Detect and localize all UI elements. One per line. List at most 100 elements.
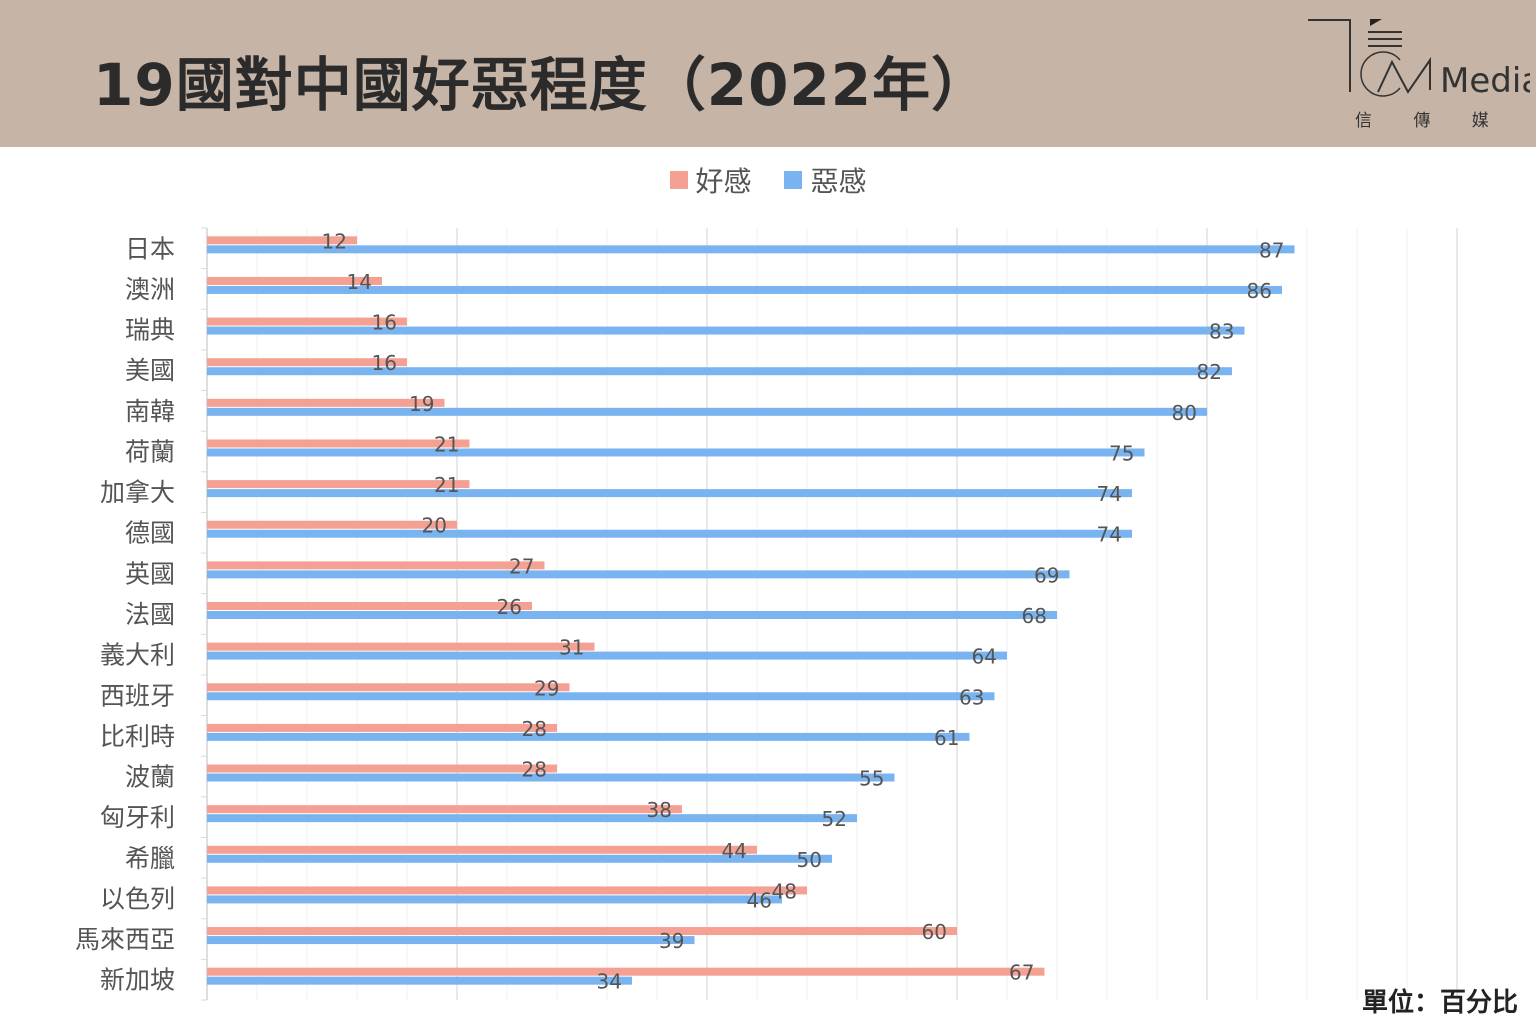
category-label: 德國 (125, 519, 175, 548)
data-label: 55 (859, 767, 884, 791)
category-label: 希臘 (125, 844, 175, 873)
unit-note: 單位：百分比 (1361, 988, 1518, 1018)
data-label: 16 (372, 311, 397, 335)
data-label: 34 (597, 970, 622, 994)
header-banner: 19國對中國好惡程度（2022年） Media 信 傳 媒 (0, 0, 1536, 147)
category-label: 匈牙利 (100, 803, 175, 832)
bar-bad (207, 326, 1245, 335)
category-label: 法國 (125, 600, 175, 629)
data-label: 39 (659, 929, 684, 953)
logo-text: Media (1440, 61, 1530, 101)
bar-bad (207, 773, 895, 782)
bar-good (207, 602, 532, 610)
data-label: 52 (822, 807, 847, 831)
bar-good (207, 967, 1045, 976)
category-label: 馬來西亞 (75, 925, 175, 954)
data-label: 44 (722, 839, 747, 863)
data-label: 64 (972, 645, 997, 669)
category-label: 新加坡 (100, 966, 175, 995)
bar-bad (207, 529, 1132, 538)
bar-bad (207, 936, 695, 945)
data-label: 28 (522, 717, 547, 741)
data-label: 68 (1022, 604, 1047, 628)
data-label: 38 (647, 798, 672, 822)
category-label: 以色列 (100, 884, 175, 913)
category-label: 英國 (125, 559, 175, 588)
bar-good (207, 764, 557, 773)
data-label: 75 (1109, 441, 1134, 465)
bar-bad (207, 570, 1070, 579)
bar-bad (207, 245, 1295, 254)
bar-good (207, 358, 407, 367)
page-title: 19國對中國好惡程度（2022年） (93, 51, 991, 119)
bar-bad (207, 489, 1132, 498)
data-label: 29 (534, 676, 559, 700)
bar-bad (207, 367, 1232, 376)
bar-good (207, 723, 557, 732)
legend-item-good: 好感 (669, 160, 752, 200)
category-label: 美國 (125, 356, 175, 385)
category-label: 比利時 (100, 722, 175, 751)
bar-good (207, 276, 382, 285)
bar-good (207, 561, 545, 570)
bar-bad (207, 732, 970, 741)
legend-item-bad: 惡感 (784, 160, 866, 200)
data-label: 74 (1097, 523, 1122, 547)
data-label: 80 (1172, 401, 1197, 425)
data-label: 31 (559, 636, 584, 660)
bar-bad (207, 895, 782, 904)
bar-bad (207, 854, 832, 863)
bar-good (207, 805, 682, 814)
data-label: 26 (497, 595, 522, 619)
bar-good (207, 480, 470, 489)
chart-legend: 好感 惡感 (0, 160, 1536, 200)
bar-good (207, 683, 570, 692)
data-label: 82 (1197, 360, 1222, 384)
data-label: 83 (1209, 320, 1234, 344)
legend-label-bad: 惡感 (810, 165, 867, 198)
data-label: 21 (434, 432, 459, 456)
bar-good (207, 317, 407, 326)
bar-bad (207, 448, 1145, 457)
legend-label-good: 好感 (695, 165, 752, 198)
bar-good (207, 439, 470, 448)
data-label: 14 (347, 270, 372, 294)
category-label: 日本 (125, 234, 175, 263)
data-label: 12 (322, 229, 347, 253)
data-label: 63 (959, 685, 984, 709)
data-label: 69 (1034, 563, 1059, 587)
bar-bad (207, 611, 1057, 619)
bar-good (207, 236, 357, 245)
cm-media-logo: Media 信 傳 媒 (1308, 19, 1530, 131)
category-label: 西班牙 (100, 681, 175, 710)
bar-good (207, 886, 807, 895)
data-label: 19 (409, 392, 434, 416)
category-label: 加拿大 (100, 478, 175, 507)
bar-bad (207, 285, 1282, 294)
data-label: 50 (797, 848, 822, 872)
bar-bad (207, 814, 857, 823)
bar-good (207, 845, 757, 854)
data-label: 86 (1247, 279, 1272, 303)
legend-swatch-bad (784, 171, 803, 189)
data-label: 20 (422, 514, 447, 538)
data-label: 21 (434, 473, 459, 497)
data-label: 60 (922, 920, 947, 944)
category-label: 瑞典 (125, 316, 175, 345)
category-label: 荷蘭 (125, 437, 175, 466)
data-label: 87 (1259, 238, 1284, 262)
data-label: 27 (509, 554, 534, 578)
legend-swatch-good (669, 171, 688, 189)
bar-good (207, 927, 957, 936)
bar-good (207, 398, 445, 407)
data-label: 61 (934, 726, 959, 750)
data-label: 48 (772, 879, 797, 903)
category-label: 波蘭 (125, 763, 175, 792)
category-label: 南韓 (125, 397, 175, 426)
bar-bad (207, 976, 632, 985)
data-label: 16 (372, 351, 397, 375)
category-label: 義大利 (100, 641, 175, 670)
bar-bad (207, 407, 1207, 416)
data-label: 46 (747, 888, 772, 912)
